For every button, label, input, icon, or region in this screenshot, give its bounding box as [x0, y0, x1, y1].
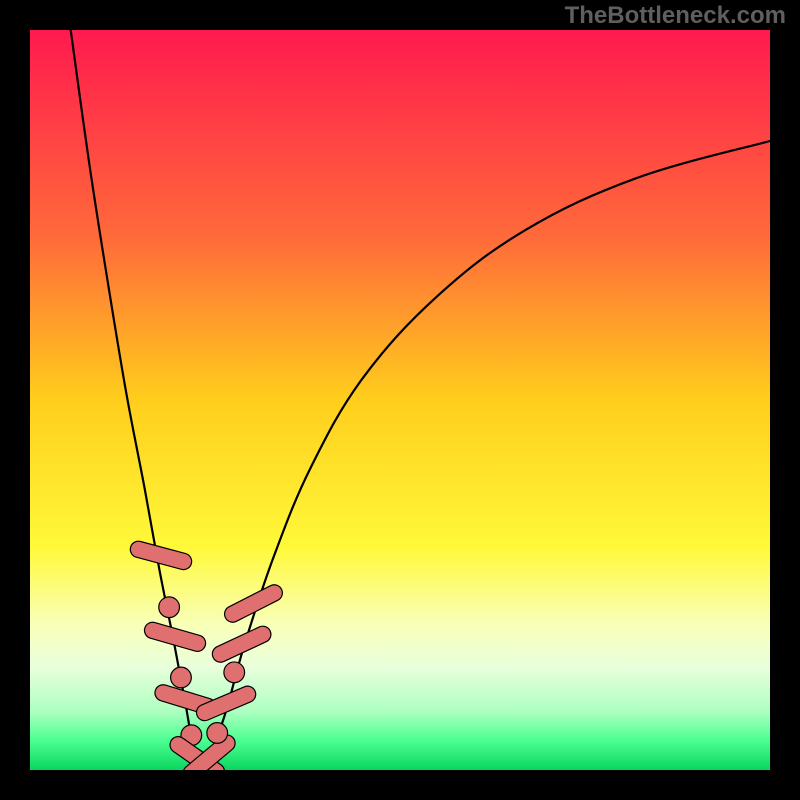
marker-dot	[207, 723, 228, 744]
watermark-text: TheBottleneck.com	[565, 2, 786, 30]
marker-dot	[171, 667, 192, 688]
marker-dot	[159, 597, 180, 618]
plot-area	[30, 30, 770, 770]
chart-frame: TheBottleneck.com	[0, 0, 800, 800]
marker-dot	[224, 662, 245, 683]
bottleneck-chart	[30, 30, 770, 770]
gradient-background	[30, 30, 770, 770]
